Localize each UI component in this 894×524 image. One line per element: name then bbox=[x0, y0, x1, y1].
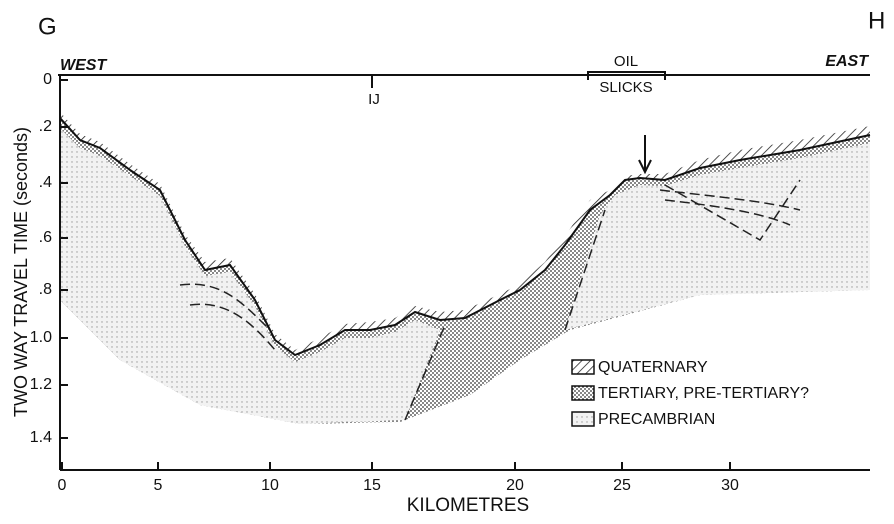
legend-label: PRECAMBRIAN bbox=[598, 411, 715, 428]
oil-label: OIL bbox=[614, 53, 638, 70]
legend-label: TERTIARY, PRE-TERTIARY? bbox=[598, 385, 809, 402]
y-tick-label: .2 bbox=[39, 118, 52, 135]
arrow bbox=[639, 135, 651, 172]
geology bbox=[60, 112, 870, 424]
legend-label: QUATERNARY bbox=[598, 359, 708, 376]
y-tick-label: .6 bbox=[39, 229, 52, 246]
cross-section: G H WEST EAST IJ OIL SLICKS TWO WAY TRAV… bbox=[0, 0, 894, 519]
y-tick-label: 0 bbox=[43, 71, 52, 88]
slicks-label: SLICKS bbox=[599, 79, 652, 96]
precambrian-left bbox=[60, 128, 440, 424]
y-axis-label: TWO WAY TRAVEL TIME (seconds) bbox=[11, 127, 31, 417]
y-tick-label: 1.4 bbox=[30, 429, 52, 446]
y-tick-label: 1.0 bbox=[30, 329, 52, 346]
legend-swatch bbox=[572, 386, 594, 400]
legend: QUATERNARY TERTIARY, PRE-TERTIARY? PRECAMB… bbox=[572, 359, 809, 428]
marker-label: IJ bbox=[368, 91, 380, 108]
east-label: EAST bbox=[825, 53, 869, 70]
x-tick-label: 15 bbox=[363, 477, 381, 494]
x-axis-label: KILOMETRES bbox=[407, 495, 529, 516]
corner-label: G bbox=[38, 13, 57, 40]
legend-swatch bbox=[572, 412, 594, 426]
corner-label: H bbox=[868, 7, 885, 34]
y-tick-label: 1.2 bbox=[30, 376, 52, 393]
legend-swatch bbox=[572, 360, 594, 374]
x-tick-label: 25 bbox=[613, 477, 631, 494]
x-tick-label: 20 bbox=[506, 477, 524, 494]
y-tick-label: .4 bbox=[39, 174, 52, 191]
x-tick-label: 5 bbox=[154, 477, 163, 494]
west-label: WEST bbox=[60, 57, 107, 74]
x-tick-label: 30 bbox=[721, 477, 739, 494]
x-tick-label: 10 bbox=[261, 477, 279, 494]
y-tick-label: .8 bbox=[39, 281, 52, 298]
x-tick-label: 0 bbox=[58, 477, 67, 494]
